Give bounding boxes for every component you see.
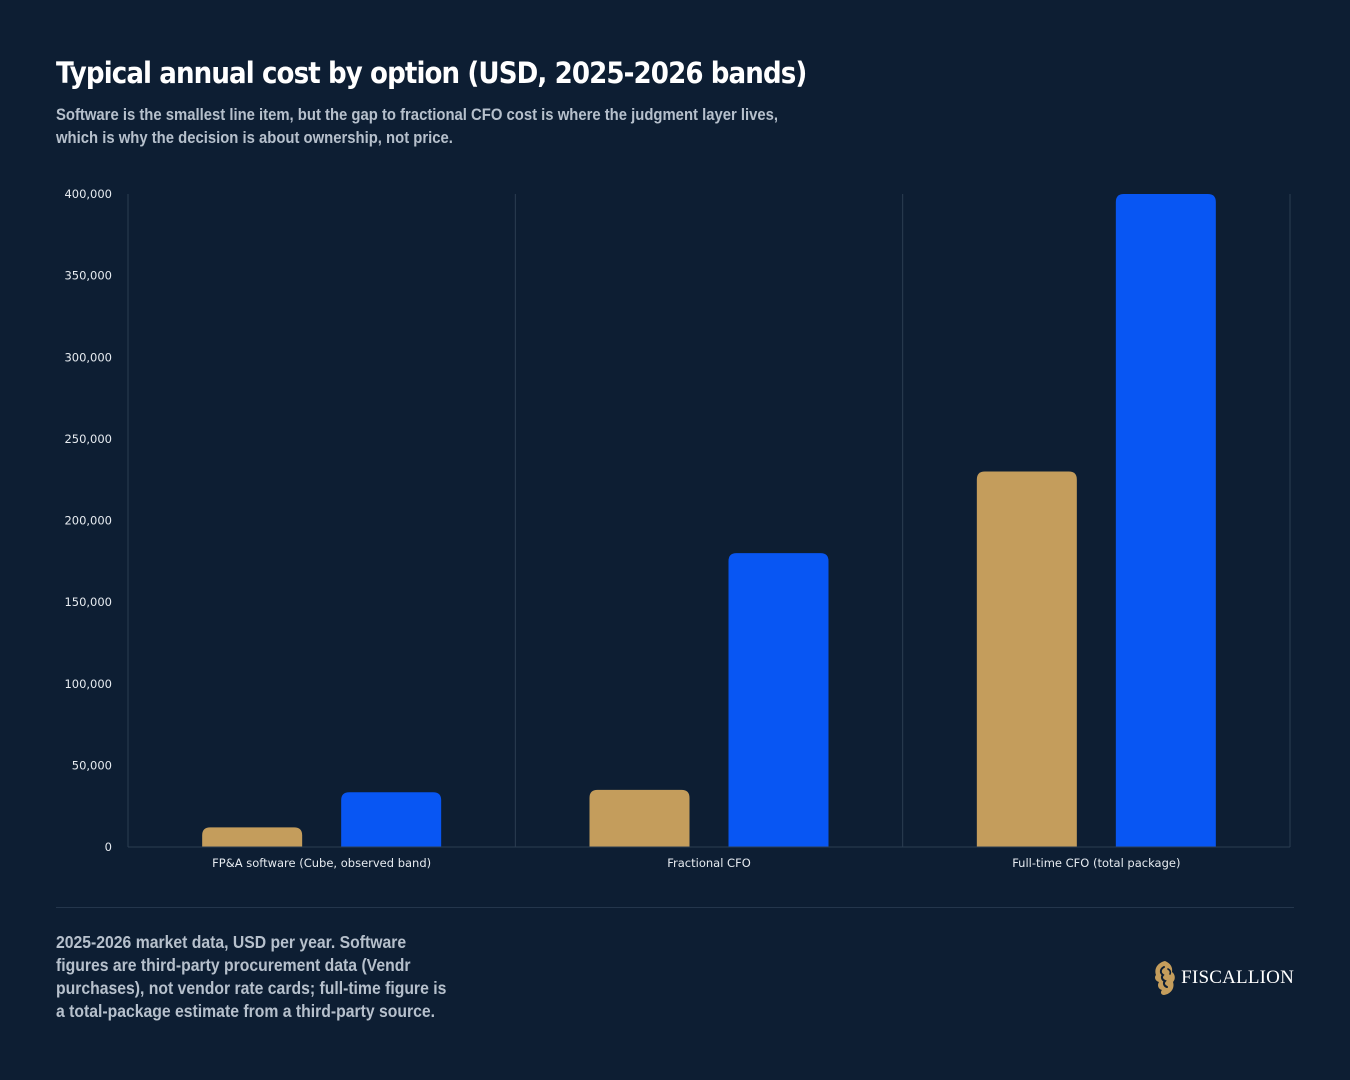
bar xyxy=(202,827,303,847)
bar xyxy=(341,792,442,847)
chart-title: Typical annual cost by option (USD, 2025… xyxy=(56,56,807,90)
y-tick-label: 400,000 xyxy=(64,187,112,201)
bar xyxy=(589,789,690,847)
y-tick-label: 150,000 xyxy=(64,595,112,609)
bar xyxy=(728,553,829,847)
x-tick-labels: FP&A software (Cube, observed band) Fract… xyxy=(212,856,1180,870)
bar xyxy=(1115,194,1216,847)
footnote: 2025-2026 market data, USD per year. Sof… xyxy=(56,932,447,1021)
y-tick-label: 50,000 xyxy=(72,758,112,772)
brand-name: FISCALLION xyxy=(1181,967,1294,988)
x-tick-label: FP&A software (Cube, observed band) xyxy=(212,856,431,870)
footer-divider xyxy=(56,907,1294,908)
brand-logo: FISCALLION xyxy=(1151,958,1294,998)
y-axis-ticks: 0 50,000 100,000 150,000 200,000 250,000 300,0… xyxy=(64,187,112,854)
y-tick-label: 200,000 xyxy=(64,514,112,528)
chart-subtitle: Software is the smallest line item, but … xyxy=(56,106,779,147)
x-tick-label: Fractional CFO xyxy=(667,856,751,870)
y-tick-label: 250,000 xyxy=(64,432,112,446)
lion-head-icon xyxy=(1155,961,1175,995)
bar-chart: 0 50,000 100,000 150,000 200,000 250,000 300,0… xyxy=(64,187,1291,870)
bars xyxy=(202,194,1216,847)
x-tick-label: Full-time CFO (total package) xyxy=(1012,856,1180,870)
y-tick-label: 350,000 xyxy=(64,269,112,283)
y-tick-label: 0 xyxy=(105,840,112,854)
category-separators xyxy=(127,194,1291,847)
y-tick-label: 100,000 xyxy=(64,677,112,691)
y-tick-label: 300,000 xyxy=(64,350,112,364)
bar xyxy=(976,471,1077,847)
